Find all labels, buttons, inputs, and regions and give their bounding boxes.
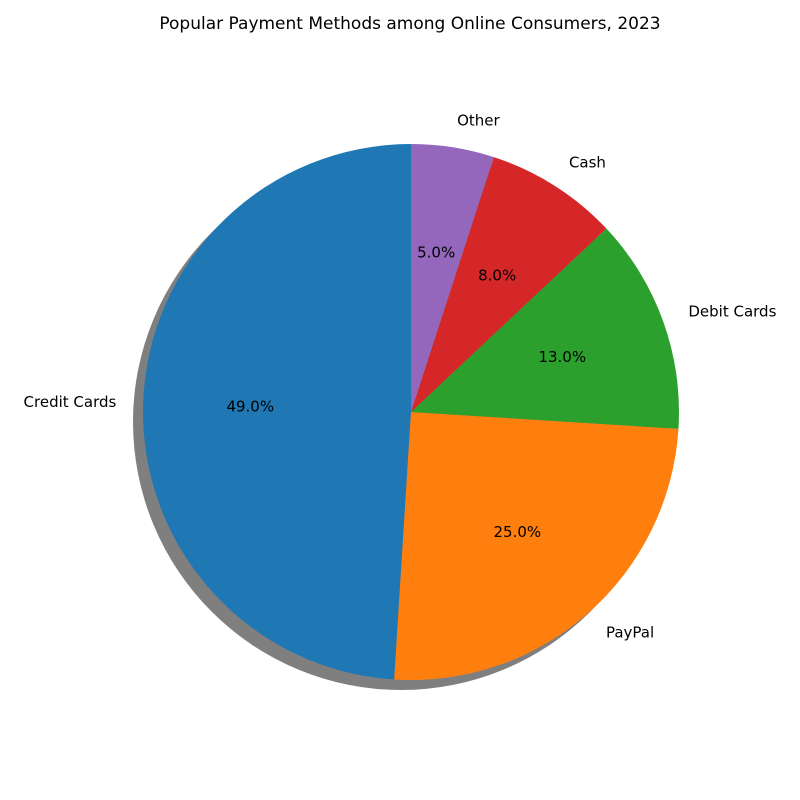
chart-title: Popular Payment Methods among Online Con… — [159, 14, 660, 34]
percent-labels: 49.0% 25.0% 13.0% 8.0% 5.0% — [226, 244, 586, 541]
pie-slice-debit-cards — [411, 228, 679, 429]
slice-label-credit-cards: Credit Cards — [24, 393, 117, 411]
pie-slices — [142, 144, 679, 680]
pie-slice-paypal — [394, 412, 679, 680]
percent-label-paypal: 25.0% — [494, 523, 542, 541]
slice-label-paypal: PayPal — [606, 624, 654, 642]
slice-label-debit-cards: Debit Cards — [688, 303, 776, 321]
pie-slice-other — [411, 144, 494, 412]
percent-label-cash: 8.0% — [478, 267, 516, 285]
slice-labels: Credit Cards PayPal Debit Cards Cash Other — [24, 111, 777, 641]
percent-label-other: 5.0% — [417, 244, 455, 262]
pie-slice-credit-cards — [142, 144, 411, 680]
percent-label-credit-cards: 49.0% — [226, 397, 274, 415]
slice-label-cash: Cash — [569, 154, 606, 172]
pie-slice-cash — [411, 157, 607, 412]
percent-label-debit-cards: 13.0% — [538, 348, 586, 366]
slice-label-other: Other — [457, 111, 500, 129]
